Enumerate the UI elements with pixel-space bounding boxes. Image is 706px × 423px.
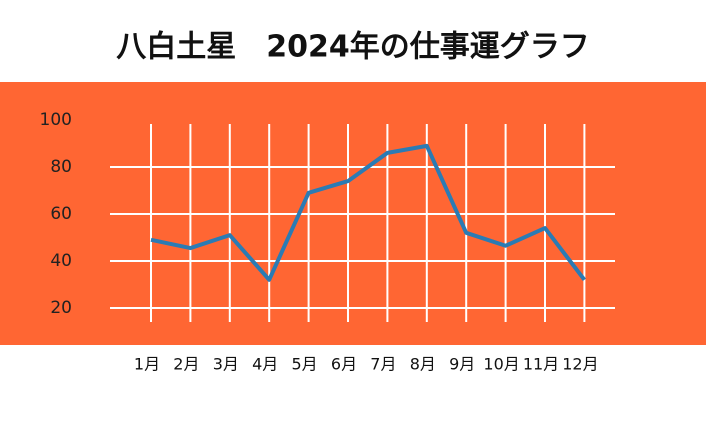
x-tick-label: 10月 (483, 355, 519, 374)
x-tick-label: 7月 (370, 355, 396, 374)
line-series (150, 143, 586, 282)
x-tick-label: 6月 (331, 355, 357, 374)
y-tick-label: 80 (50, 157, 72, 177)
chart-title: 八白土星 2024年の仕事運グラフ (116, 30, 590, 65)
x-tick-label: 9月 (449, 355, 475, 374)
y-tick-label: 40 (50, 251, 72, 271)
x-tick-label: 11月 (523, 355, 559, 374)
y-tick-label: 100 (40, 110, 72, 130)
x-tick-label: 1月 (134, 355, 160, 374)
y-tick-label: 20 (50, 298, 72, 318)
x-tick-label: 12月 (562, 355, 598, 374)
y-tick-label: 60 (50, 204, 72, 224)
x-tick-label: 2月 (173, 355, 199, 374)
x-tick-label: 8月 (410, 355, 436, 374)
x-tick-label: 3月 (213, 355, 239, 374)
x-tick-label: 5月 (292, 355, 318, 374)
x-tick-label: 4月 (252, 355, 278, 374)
